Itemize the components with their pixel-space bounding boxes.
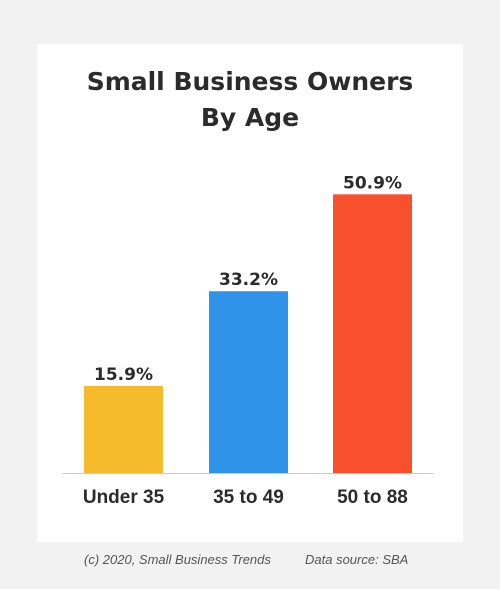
category-label-0: Under 35: [83, 487, 165, 508]
chart-title-line-2: By Age: [200, 103, 300, 132]
category-label-1: 35 to 49: [213, 487, 284, 508]
category-label-2: 50 to 88: [337, 487, 408, 508]
footer-credit: (c) 2020, Small Business Trends: [84, 552, 271, 567]
data-label-0: 15.9%: [94, 365, 153, 385]
chart-title: Small Business Owners By Age: [37, 64, 463, 136]
bar-2: [333, 194, 412, 474]
bar-0: [84, 385, 163, 473]
footer-source: Data source: SBA: [305, 552, 409, 567]
data-label-1: 33.2%: [219, 270, 278, 290]
chart-title-line-1: Small Business Owners: [86, 67, 414, 96]
bar-1: [209, 291, 288, 473]
data-label-2: 50.9%: [343, 173, 402, 193]
